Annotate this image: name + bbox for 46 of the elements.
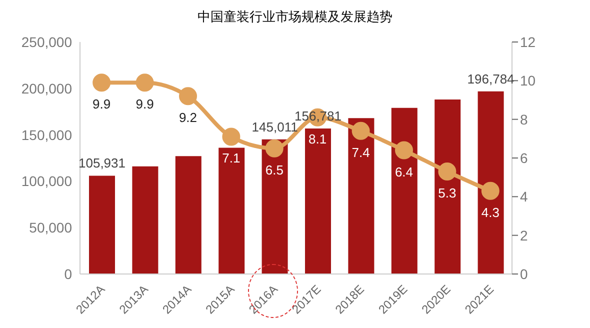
data-label: 4.3: [481, 204, 500, 220]
y2-tick-label: 6: [520, 150, 528, 166]
y-tick-label: 150,000: [21, 126, 72, 143]
chart-title: 中国童装行业市场规模及发展趋势: [196, 9, 394, 27]
point: [179, 87, 197, 106]
y2-tick-label: 2: [520, 227, 528, 244]
data-label: 9.9: [92, 96, 111, 112]
bar: [348, 118, 374, 274]
point: [92, 74, 111, 92]
data-label: 6.5: [265, 162, 284, 178]
y2-tick-label: 10: [520, 72, 536, 89]
point: [265, 139, 284, 158]
data-label: 7.1: [222, 150, 240, 166]
data-label: 6.4: [394, 164, 414, 180]
point: [438, 162, 456, 181]
point: [481, 182, 500, 200]
bar: [262, 139, 288, 274]
bar: [478, 91, 504, 274]
y2-tick-label: 4: [520, 188, 528, 205]
bar: [89, 176, 115, 274]
y-tick-label: 50,000: [29, 220, 72, 236]
data-label: 145,011: [252, 119, 298, 134]
y-tick-label: 100,000: [21, 173, 72, 190]
data-label: 7.4: [352, 144, 370, 160]
bar: [175, 156, 202, 274]
data-label: 8.1: [308, 131, 327, 146]
data-label: 9.2: [178, 110, 198, 126]
point: [222, 128, 240, 146]
data-label: 196,784: [467, 71, 514, 86]
bar: [132, 166, 158, 274]
y-tick-label: 250,000: [21, 34, 72, 50]
bar: [391, 108, 418, 274]
point: [136, 74, 154, 92]
data-label: 105,931: [78, 156, 126, 171]
y2-tick-label: 12: [520, 34, 536, 50]
point: [352, 122, 370, 140]
y-tick-label: 0: [64, 266, 72, 282]
bar: [434, 100, 461, 274]
y2-tick-label: 8: [520, 111, 528, 128]
bar: [305, 128, 331, 274]
data-label: 9.9: [136, 96, 154, 112]
bar: [218, 148, 245, 274]
y2-tick-label: 0: [520, 266, 528, 282]
y-tick-label: 200,000: [21, 80, 72, 96]
point: [395, 141, 413, 160]
data-label: 5.3: [438, 186, 456, 201]
